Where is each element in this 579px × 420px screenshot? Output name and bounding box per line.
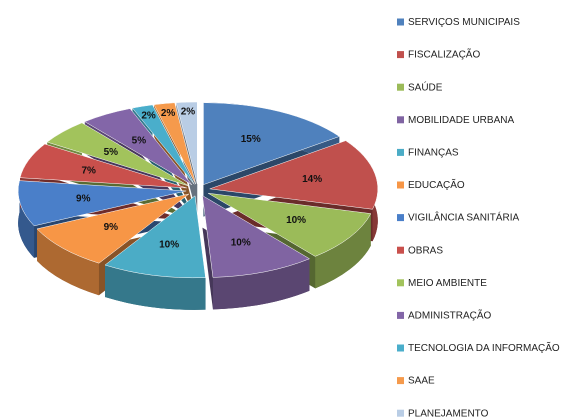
data-label: 10% xyxy=(159,240,179,251)
slice-side xyxy=(212,258,310,310)
data-label: 15% xyxy=(241,134,261,145)
legend-swatch xyxy=(397,18,404,26)
slice-side xyxy=(36,228,99,296)
legend-label: SERVIÇOS MUNICIPAIS xyxy=(408,17,520,28)
data-label: 10% xyxy=(231,237,251,248)
legend-swatch xyxy=(397,51,404,59)
legend-swatch xyxy=(397,279,404,287)
slice xyxy=(46,122,190,187)
data-label: 9% xyxy=(76,194,91,205)
slice xyxy=(104,195,206,279)
data-label: 5% xyxy=(104,147,119,158)
legend-swatch xyxy=(397,377,404,385)
legend-swatch xyxy=(397,246,404,254)
data-label: 2% xyxy=(141,110,156,121)
slice xyxy=(19,143,187,189)
legend-label: SAAE xyxy=(408,376,435,387)
data-label: 7% xyxy=(81,165,96,176)
legend-label: SAÚDE xyxy=(408,80,443,93)
slice xyxy=(209,140,379,210)
legend-label: ADMINISTRAÇÃO xyxy=(408,309,492,322)
slice xyxy=(175,101,198,185)
data-label: 2% xyxy=(161,108,176,119)
legend-label: PLANEJAMENTO xyxy=(408,408,489,419)
legend-swatch xyxy=(397,409,404,417)
legend-label: MEIO AMBIENTE xyxy=(408,278,487,289)
slice xyxy=(17,180,187,227)
legend-swatch xyxy=(397,311,404,319)
legend-swatch xyxy=(397,344,404,352)
legend-swatch xyxy=(397,83,404,91)
legend-swatch xyxy=(397,148,404,156)
legend-label: FISCALIZAÇÃO xyxy=(408,48,480,61)
legend-label: MOBILIDADE URBANA xyxy=(408,115,514,126)
legend-swatch xyxy=(397,181,404,189)
slice xyxy=(36,193,190,264)
legend-swatch xyxy=(397,116,404,124)
slice-side xyxy=(18,180,35,258)
data-label: 5% xyxy=(132,136,147,147)
data-label: 14% xyxy=(302,174,322,185)
legend-label: FINANÇAS xyxy=(408,148,459,159)
data-label: 10% xyxy=(286,215,306,226)
slice xyxy=(202,195,311,278)
slice xyxy=(84,108,193,186)
slice xyxy=(131,104,195,185)
slice-side xyxy=(315,213,371,289)
data-label: 9% xyxy=(104,222,119,233)
slice-side xyxy=(104,265,206,310)
slice xyxy=(208,192,372,257)
slice xyxy=(153,102,196,185)
legend-label: OBRAS xyxy=(408,245,443,256)
legend-label: TECNOLOGIA DA INFORMAÇÃO xyxy=(408,341,560,354)
data-label: 2% xyxy=(181,107,196,118)
legend-label: EDUCAÇÃO xyxy=(408,178,465,191)
legend-swatch xyxy=(397,214,404,222)
legend-label: VIGILÂNCIA SANITÁRIA xyxy=(408,211,519,224)
slice xyxy=(203,102,340,186)
